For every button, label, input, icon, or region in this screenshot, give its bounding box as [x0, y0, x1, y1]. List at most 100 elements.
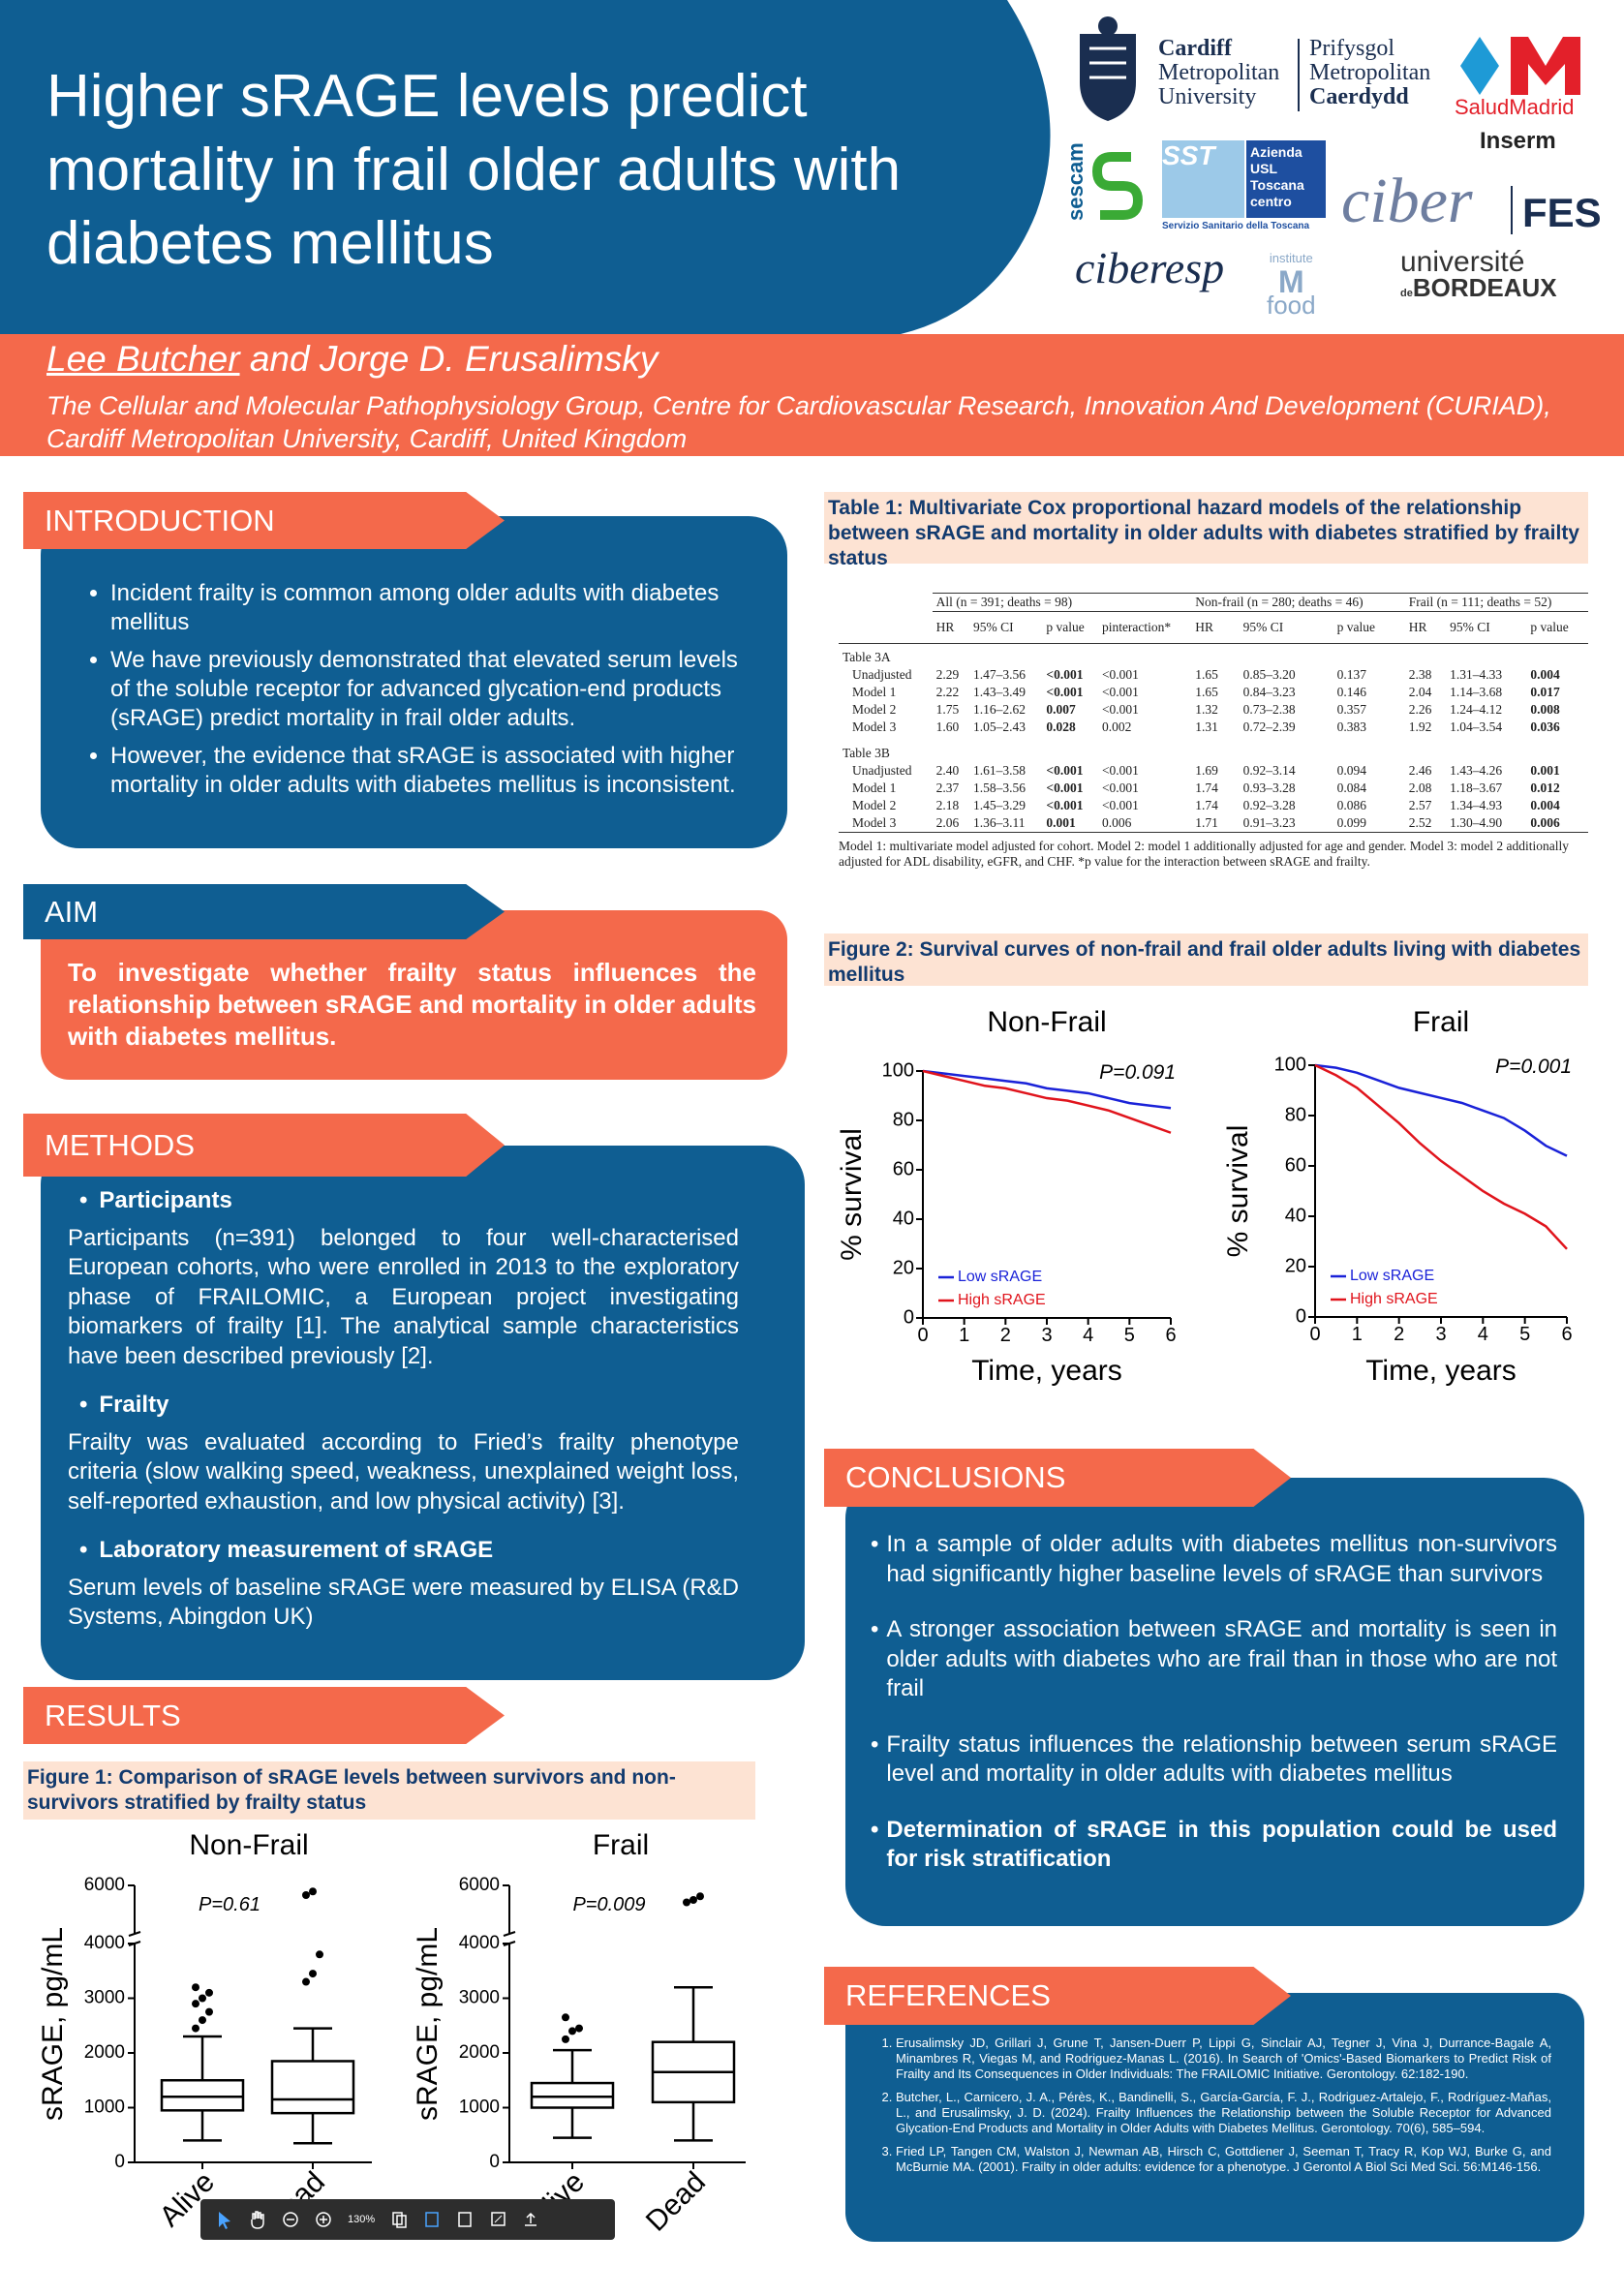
- upload-tool[interactable]: [522, 2210, 539, 2229]
- toscana-logo: Azienda USL Toscana centro: [1246, 140, 1326, 218]
- table-cell: 2.29: [935, 667, 960, 682]
- table-cell: 0.099: [1336, 815, 1366, 830]
- logo-text: M: [1277, 264, 1304, 299]
- table-cell: 0.036: [1530, 719, 1560, 734]
- header-cell: [839, 612, 933, 644]
- table-cell: 2.26: [1408, 702, 1432, 717]
- x-tick-label: 2: [1394, 1324, 1404, 1345]
- outlier: [562, 2035, 569, 2043]
- table-cell: <0.001: [1101, 763, 1139, 778]
- logo-text: BORDEAUX: [1412, 273, 1557, 302]
- fit-tool[interactable]: [423, 2210, 441, 2229]
- table-body: Table 3A Unadjusted 2.29 1.47–3.56 <0.001 <0.…: [839, 644, 1588, 833]
- crest-icon: [1080, 16, 1136, 121]
- table-cell: 0.146: [1336, 685, 1366, 699]
- table-cell: 2.37: [935, 781, 960, 795]
- table-cell: 0.094: [1336, 763, 1366, 778]
- bullet-mark: •: [79, 1537, 88, 1563]
- logo-text: Prifysgol: [1309, 36, 1395, 61]
- table-cell: 1.74: [1195, 781, 1218, 795]
- table-cell: 0.084: [1336, 781, 1366, 795]
- table-cell: 0.017: [1530, 685, 1560, 699]
- bullet: • Determination of sRAGE in this populati…: [871, 1816, 1557, 1875]
- table-cell: Model 1: [852, 685, 897, 699]
- table-cell: Unadjusted: [852, 667, 912, 682]
- table-cell: <0.001: [1101, 685, 1139, 699]
- table-cell: 0.91–3.23: [1242, 815, 1296, 830]
- intro-box: Incident frailty is common among older a…: [41, 516, 787, 848]
- zoom-level[interactable]: 130%: [348, 2214, 376, 2225]
- references-box: Erusalimsky JD, Grillari J, Grune T, Jan…: [845, 1993, 1584, 2242]
- y-tick-label: 3000: [459, 1988, 500, 2008]
- x-tick-label: 3: [1435, 1324, 1446, 1345]
- table-cell: <0.001: [1046, 667, 1084, 682]
- table-cell: 0.006: [1101, 815, 1132, 830]
- toscana-sub: Servizio Sanitario della Toscana: [1162, 221, 1310, 231]
- table-cell: 0.008: [1530, 702, 1560, 717]
- ciber-logo: ciber: [1341, 166, 1473, 236]
- section-label: Table 3B: [843, 746, 890, 760]
- y-tick-label: 0: [114, 2152, 125, 2172]
- y-axis-label: % survival: [836, 1128, 868, 1261]
- table-cell: 2.08: [1408, 781, 1432, 795]
- table-cell: 0.004: [1530, 667, 1560, 682]
- logo-text: université: [1400, 246, 1525, 278]
- table-cell: <0.001: [1101, 781, 1139, 795]
- logo-text: Toscana: [1250, 177, 1304, 193]
- subheading: • Laboratory measurement of sRAGE: [79, 1536, 739, 1566]
- y-tick-label: 2000: [459, 2042, 500, 2063]
- survival-line: [1314, 1063, 1568, 1250]
- chart-title: Non-Frail: [987, 1006, 1106, 1038]
- logo-text: Azienda: [1250, 144, 1302, 160]
- zoom-in[interactable]: [315, 2210, 332, 2229]
- fes-logo: FES: [1522, 190, 1602, 235]
- outlier: [309, 1970, 317, 1978]
- outlier: [562, 2013, 569, 2022]
- table-cell: <0.001: [1046, 763, 1084, 778]
- table-cell: 0.012: [1530, 781, 1560, 795]
- table-cell: 0.006: [1530, 815, 1560, 830]
- table-cell: 1.58–3.56: [973, 781, 1026, 795]
- outlier: [689, 1896, 697, 1904]
- logo-text: USL: [1250, 161, 1277, 176]
- cursor-tool[interactable]: [216, 2210, 233, 2229]
- reference: Erusalimsky JD, Grillari J, Grune T, Jan…: [896, 2036, 1551, 2082]
- subheading: • Participants: [79, 1186, 739, 1216]
- logo-text: Metropolitan: [1158, 60, 1280, 85]
- table-cell: 1.04–3.54: [1450, 719, 1503, 734]
- section-label: Table 3A: [843, 650, 891, 664]
- bullet-mark: •: [79, 1187, 88, 1213]
- table-cell: 1.36–3.11: [973, 815, 1026, 830]
- table-cell: <0.001: [1101, 667, 1139, 682]
- subheading-text: Frailty: [99, 1392, 169, 1418]
- export-tool[interactable]: [456, 2210, 474, 2229]
- y-tick-label: 1000: [459, 2097, 500, 2118]
- table-caption: Table 1: Multivariate Cox proportional h…: [824, 492, 1588, 569]
- header-row: HR 95% CI p value pinteraction* HR 95% CI p va…: [839, 612, 1588, 644]
- authors: Lee Butcher and Jorge D. Erusalimsky: [46, 339, 658, 380]
- logo-text: food: [1267, 291, 1316, 320]
- table-cell: Model 2: [852, 702, 897, 717]
- salud-logo: SaludMadrid: [1455, 95, 1575, 119]
- table-cell: 0.004: [1530, 798, 1560, 812]
- logos: Cardiff Metropolitan University Prifysgol M…: [0, 0, 1624, 334]
- x-axis-label: Time, years: [971, 1355, 1122, 1387]
- zoom-out[interactable]: [282, 2210, 299, 2229]
- table-row: Model 3 1.60 1.05–2.43 0.028 0.002 1.31 0.72–2…: [839, 719, 1588, 736]
- expand-tool[interactable]: [489, 2210, 506, 2229]
- pdf-toolbar: 130%: [200, 2199, 615, 2240]
- section-tab: AIM: [23, 884, 505, 939]
- table-cell: 1.24–4.12: [1450, 702, 1503, 717]
- aim-box: To investigate whether frailty status in…: [41, 910, 787, 1080]
- outlier: [302, 1977, 310, 1986]
- y-tick-label: 4000: [84, 1933, 125, 1953]
- subheading-text: Laboratory measurement of sRAGE: [99, 1537, 494, 1563]
- pages-tool[interactable]: [390, 2210, 408, 2229]
- salud-icon: [1460, 37, 1580, 95]
- hand-tool[interactable]: [249, 2210, 266, 2229]
- bullet-mark: •: [79, 1392, 88, 1418]
- table-cell: 0.383: [1336, 719, 1366, 734]
- reference-list: Erusalimsky JD, Grillari J, Grune T, Jan…: [867, 2036, 1551, 2175]
